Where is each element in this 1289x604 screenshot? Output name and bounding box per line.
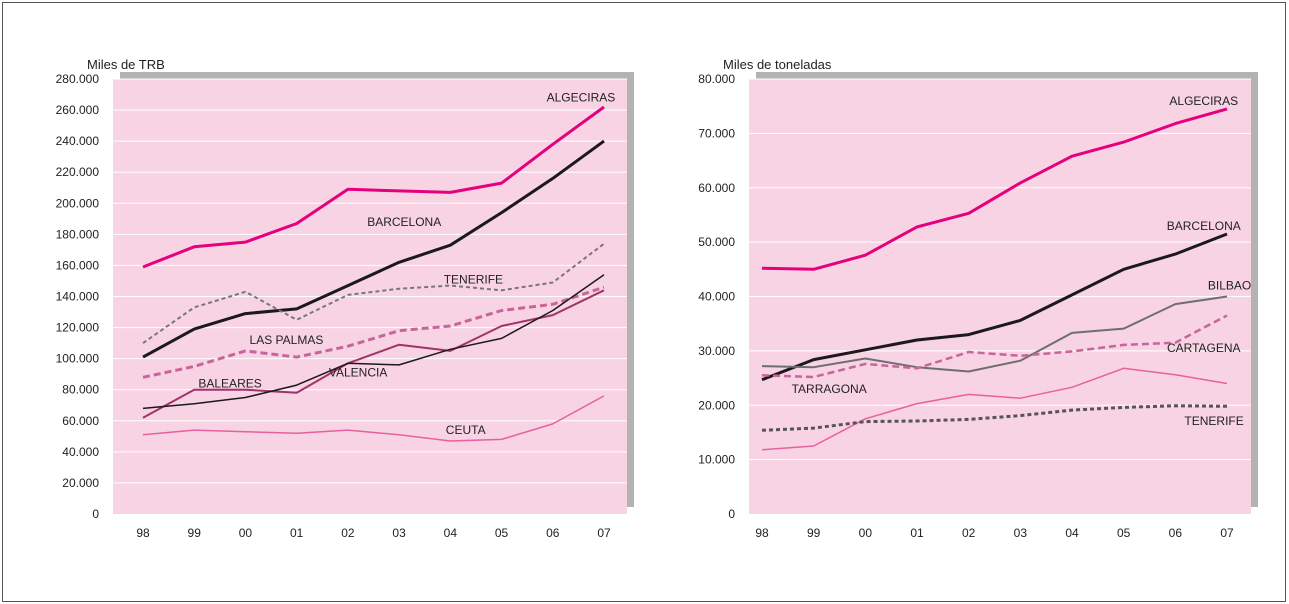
x-tick-label: 05 <box>495 526 509 540</box>
y-axis-label: Miles de TRB <box>87 57 165 72</box>
x-tick-label: 07 <box>597 526 611 540</box>
x-tick-label: 99 <box>807 526 821 540</box>
series-line-algeciras <box>142 105 605 269</box>
x-tick-label: 01 <box>290 526 304 540</box>
y-tick-label: 140.000 <box>56 290 100 304</box>
x-tick-label: 00 <box>859 526 873 540</box>
x-tick-label: 98 <box>136 526 150 540</box>
series-label-barcelona: BARCELONA <box>367 215 441 229</box>
series-line-barcelona <box>761 232 1228 382</box>
y-tick-label: 180.000 <box>56 227 100 241</box>
series-label-ceuta: CEUTA <box>446 423 486 437</box>
x-tick-label: 02 <box>341 526 355 540</box>
y-tick-label: 60.000 <box>62 414 99 428</box>
series-line-tenerife <box>761 404 1228 432</box>
series-line-bilbao <box>761 295 1228 373</box>
y-tick-label: 20.000 <box>62 476 99 490</box>
chart-miles-de-toneladas: 0 10.000 20.000 30.000 40.000 50.000 60.000 70.… <box>698 57 1258 540</box>
x-tick-label: 98 <box>755 526 769 540</box>
series-line-tarragona <box>761 314 1228 379</box>
series-label-algeciras: ALGECIRAS <box>547 91 616 105</box>
y-tick-label: 40.000 <box>698 290 735 304</box>
series-line-las-palmas <box>142 285 605 379</box>
series-label-tarragona: TARRAGONA <box>792 382 867 396</box>
y-tick-label: 100.000 <box>56 352 100 366</box>
series-label-las-palmas: LAS PALMAS <box>250 333 324 347</box>
y-axis-label: Miles de toneladas <box>723 57 832 72</box>
y-tick-label: 160.000 <box>56 258 100 272</box>
series-label-valencia: VALENCIA <box>329 366 387 380</box>
x-tick-label: 06 <box>1169 526 1183 540</box>
x-tick-label: 07 <box>1220 526 1234 540</box>
x-tick-label: 04 <box>1065 526 1079 540</box>
y-tick-label: 50.000 <box>698 235 735 249</box>
y-tick-label: 260.000 <box>56 103 100 117</box>
series-line-algeciras <box>761 107 1228 271</box>
series-line-ceuta <box>142 395 605 442</box>
series-label-tenerife: TENERIFE <box>1184 414 1243 428</box>
series-label-baleares: BALEARES <box>198 377 261 391</box>
series-label-algeciras: ALGECIRAS <box>1169 94 1238 108</box>
y-tick-label: 80.000 <box>698 72 735 86</box>
charts-canvas: 0 20.000 40.000 60.000 80.000 100.000 120.000 1… <box>56 57 1258 540</box>
series-label-tenerife: TENERIFE <box>444 272 503 286</box>
x-tick-label: 04 <box>444 526 458 540</box>
y-tick-label: 240.000 <box>56 134 100 148</box>
x-tick-label: 03 <box>392 526 406 540</box>
x-tick-label: 05 <box>1117 526 1131 540</box>
series-line-cartagena <box>761 367 1228 451</box>
y-tick-label: 0 <box>728 507 735 521</box>
y-tick-label: 40.000 <box>62 445 99 459</box>
x-tick-label: 00 <box>239 526 253 540</box>
y-tick-label: 20.000 <box>698 398 735 412</box>
y-tick-label: 200.000 <box>56 196 100 210</box>
y-tick-label: 70.000 <box>698 126 735 140</box>
series-label-cartagena: CARTAGENA <box>1167 341 1241 355</box>
y-tick-label: 80.000 <box>62 383 99 397</box>
x-tick-label: 06 <box>546 526 560 540</box>
series-label-barcelona: BARCELONA <box>1167 219 1241 233</box>
x-tick-label: 99 <box>188 526 202 540</box>
x-tick-label: 03 <box>1014 526 1028 540</box>
series-line-barcelona <box>142 139 605 359</box>
chart-miles-de-trb: 0 20.000 40.000 60.000 80.000 100.000 120.000 1… <box>56 57 634 540</box>
x-tick-label: 02 <box>962 526 976 540</box>
y-tick-label: 220.000 <box>56 165 100 179</box>
y-tick-label: 280.000 <box>56 72 100 86</box>
series-label-bilbao: BILBAO <box>1208 279 1251 293</box>
x-tick-label: 01 <box>910 526 924 540</box>
series-line-baleares <box>142 289 605 419</box>
y-tick-label: 30.000 <box>698 344 735 358</box>
y-tick-label: 10.000 <box>698 453 735 467</box>
y-tick-label: 120.000 <box>56 321 100 335</box>
series-line-valencia <box>142 274 605 410</box>
y-tick-label: 0 <box>92 507 99 521</box>
y-tick-label: 60.000 <box>698 181 735 195</box>
